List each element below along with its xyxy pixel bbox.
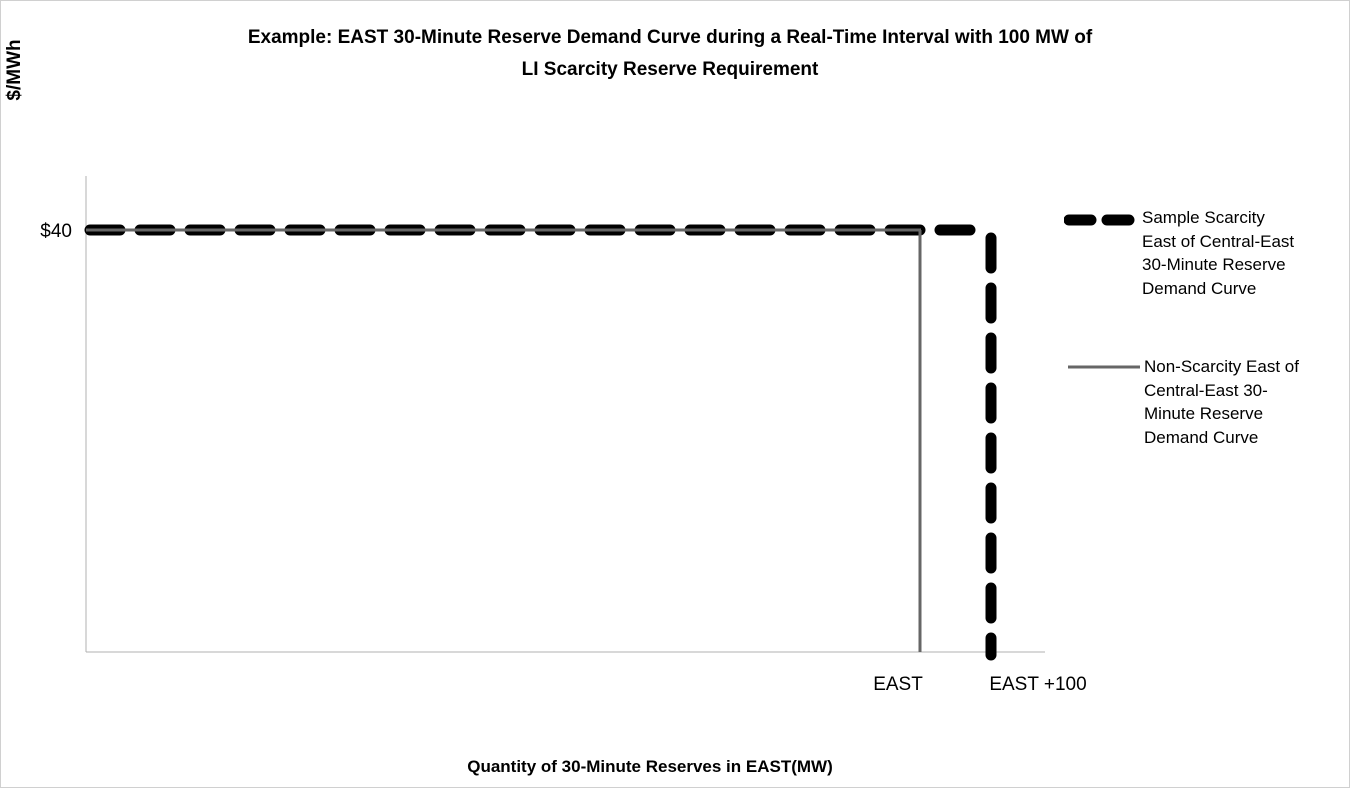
x-tick-label-east-plus-100: EAST +100 <box>989 674 1086 695</box>
legend-label-non-scarcity-line-2: Central-East 30- <box>1144 380 1268 400</box>
chart-title: Example: EAST 30-Minute Reserve Demand C… <box>60 22 1280 86</box>
legend-label-scarcity-line-2: East of Central-East <box>1142 231 1295 251</box>
legend-label-non-scarcity-line-3: Minute Reserve <box>1144 404 1264 423</box>
legend-label-scarcity: Sample Scarcity East of Central-East 30-… <box>1142 206 1294 300</box>
legend-label-non-scarcity-line-4: Demand Curve <box>1144 427 1259 447</box>
chart-title-line-2: LI Scarcity Reserve Requirement <box>521 59 819 80</box>
legend-item-non-scarcity: Non-Scarcity East of Central-East 30- Mi… <box>1068 355 1299 449</box>
x-axis-label: Quantity of 30-Minute Reserves in EAST(M… <box>467 757 833 776</box>
legend-label-scarcity-line-4: Demand Curve <box>1142 278 1257 298</box>
x-tick-label-east: EAST <box>873 674 923 695</box>
legend-label-scarcity-line-3: 30-Minute Reserve <box>1142 255 1286 274</box>
legend-label-non-scarcity-line-1: Non-Scarcity East of <box>1144 357 1299 376</box>
legend-label-scarcity-line-1: Sample Scarcity <box>1142 208 1265 227</box>
legend-item-scarcity: Sample Scarcity East of Central-East 30-… <box>1064 206 1294 300</box>
legend-swatch-dashed <box>1064 214 1136 226</box>
y-tick-label-40: $40 <box>40 221 72 242</box>
legend-swatch-solid <box>1068 365 1140 369</box>
chart-title-line-1: Example: EAST 30-Minute Reserve Demand C… <box>247 27 1093 48</box>
legend-label-non-scarcity: Non-Scarcity East of Central-East 30- Mi… <box>1144 355 1299 449</box>
